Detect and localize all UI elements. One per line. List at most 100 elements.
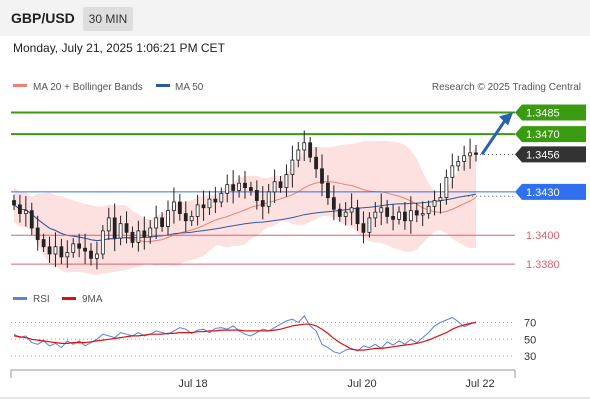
ma50-line: [13, 193, 477, 242]
candle-body: [65, 252, 70, 258]
candle-body: [355, 207, 360, 225]
candle-body: [331, 197, 336, 210]
candle-body: [53, 246, 58, 255]
candle-body: [89, 250, 93, 259]
x-tick-jul18: Jul 18: [178, 378, 207, 390]
candle-body: [225, 184, 230, 194]
candle-body: [23, 210, 28, 214]
candle-body: [272, 181, 277, 193]
level-label-1.3485: 1.3485: [526, 107, 560, 119]
symbol-title: GBP/USD: [11, 10, 75, 26]
credit-text: Research © 2025 Trading Central: [432, 82, 581, 93]
candle-body: [201, 204, 206, 209]
candle-body: [438, 197, 443, 201]
candle-body: [160, 217, 164, 227]
legend-ma50: MA 50: [175, 82, 204, 93]
price-plot: 1.3485 1.3470 1.3456 1.3430 1.3400 1.3380: [11, 104, 586, 275]
candle-body: [29, 210, 34, 229]
candle-body: [237, 182, 241, 191]
legend-rsi: RSI: [33, 294, 50, 305]
candle-body: [414, 210, 419, 216]
candle-body: [124, 223, 129, 233]
candle-body: [314, 156, 318, 170]
candle-body: [296, 149, 301, 161]
candle-body: [408, 210, 413, 222]
candle-body: [106, 217, 111, 232]
candle-body: [142, 230, 147, 238]
x-tick-jul22: Jul 22: [465, 378, 494, 390]
level-tag-1.3456: [515, 146, 586, 163]
candle-body: [154, 217, 159, 229]
candle-body: [243, 182, 247, 188]
forecast-arrow-head: [499, 112, 513, 126]
candle-body: [456, 161, 461, 167]
candle-body: [462, 155, 467, 162]
candle-body: [59, 246, 64, 258]
candle-body: [183, 213, 188, 222]
level-label-1.3430: 1.3430: [526, 187, 560, 199]
candle-body: [18, 204, 22, 214]
candle-body: [148, 227, 153, 238]
candle-body: [290, 159, 295, 175]
candle-body: [403, 211, 407, 222]
candle-body: [367, 217, 372, 233]
candle-body: [432, 200, 437, 207]
rsi-tick-50: 50: [524, 334, 536, 346]
candle-body: [136, 230, 141, 243]
candle-body: [391, 216, 395, 220]
candle-body: [195, 204, 200, 217]
candle-body: [112, 217, 117, 239]
level-label-1.3470: 1.3470: [526, 129, 560, 141]
legend-9ma: 9MA: [82, 294, 103, 305]
candle-body: [130, 231, 135, 243]
candle-body: [379, 207, 384, 213]
rsi-line: [13, 315, 477, 355]
candle-body: [397, 211, 401, 220]
legend-swatch-ma20: [13, 84, 27, 87]
legend-swatch-rsi: [13, 297, 27, 300]
candle-body: [468, 152, 472, 157]
candle-body: [278, 181, 283, 188]
candle-body: [12, 200, 16, 206]
candle-body: [166, 210, 170, 227]
candle-body: [95, 253, 99, 259]
forecast-arrow-shaft: [480, 119, 507, 156]
x-tick-jul20: Jul 20: [347, 378, 376, 390]
candle-body: [83, 247, 87, 252]
level-tag-1.3485: [515, 104, 586, 121]
candle-body: [219, 192, 224, 203]
candle-body: [100, 230, 105, 255]
bollinger-band: [14, 140, 476, 275]
candle-body: [77, 243, 82, 249]
candle-body: [302, 142, 307, 151]
candle-body: [343, 211, 348, 217]
candle-body: [420, 213, 425, 216]
candle-body: [41, 239, 46, 248]
candle-body: [118, 223, 123, 239]
level-label-1.3456: 1.3456: [526, 149, 560, 161]
rsi-ma-line: [13, 321, 477, 351]
timeframe-button[interactable]: 30 MIN: [83, 7, 133, 31]
candle-body: [474, 152, 478, 155]
candle-body: [172, 201, 176, 212]
candle-body: [326, 182, 330, 199]
candle-body: [349, 207, 354, 213]
level-label-1.3400: 1.3400: [526, 230, 560, 242]
candle-body: [189, 216, 194, 222]
candle-body: [35, 227, 40, 240]
level-label-1.3380: 1.3380: [526, 259, 560, 271]
legend-swatch-9ma: [62, 297, 76, 300]
candle-body: [213, 198, 218, 203]
candle-body: [47, 246, 52, 255]
candle-body: [444, 177, 449, 199]
candle-body: [177, 201, 182, 214]
candle-body: [207, 198, 212, 209]
candle-body: [254, 190, 259, 201]
legend-swatch-ma50: [156, 84, 170, 87]
candle-body: [426, 205, 431, 214]
rsi-tick-30: 30: [524, 351, 536, 363]
rsi-plot: 70 50 30: [11, 315, 536, 363]
candle-body: [231, 184, 236, 191]
rsi-tick-70: 70: [524, 318, 536, 330]
